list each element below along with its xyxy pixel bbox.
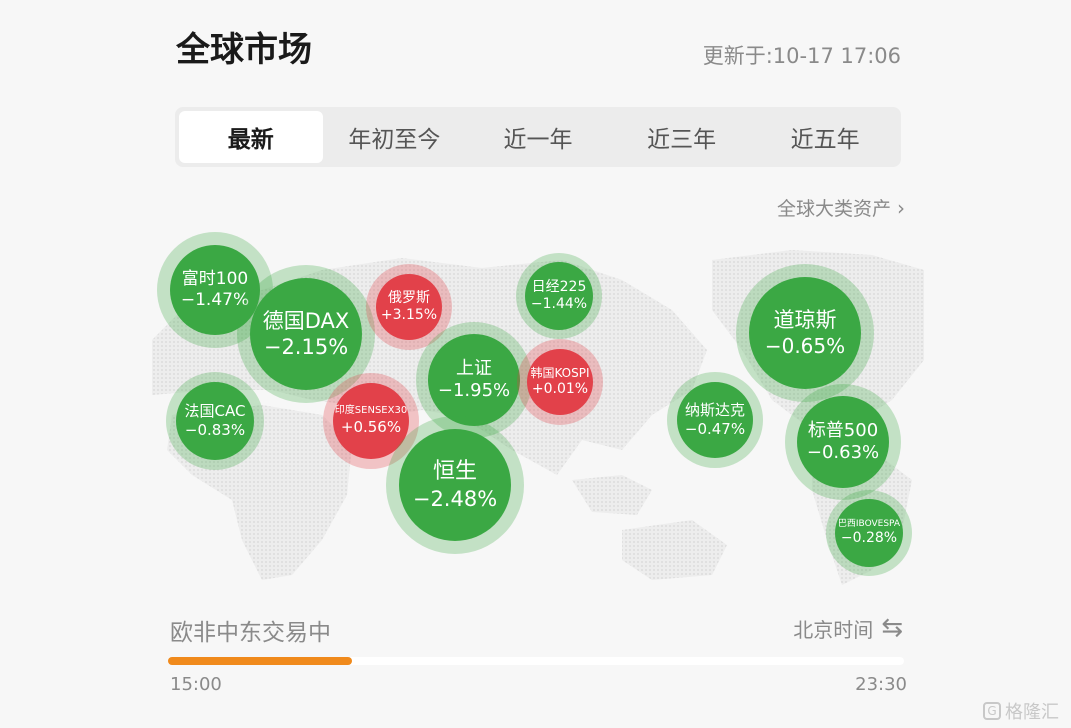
- market-name: 日经225: [531, 278, 587, 295]
- global-assets-label: 全球大类资产: [776, 198, 891, 220]
- market-name: 法国CAC: [184, 402, 246, 421]
- session-start-time: 15:00: [170, 674, 222, 695]
- market-bubble-nasdaq[interactable]: 纳斯达克 −0.47%: [667, 372, 763, 468]
- market-change: +0.01%: [531, 380, 589, 397]
- market-bubble-sp500[interactable]: 标普500 −0.63%: [785, 384, 901, 500]
- market-bubble-dax[interactable]: 德国DAX −2.15%: [237, 265, 375, 403]
- market-bubble-ftse100[interactable]: 富时100 −1.47%: [157, 232, 273, 348]
- global-assets-link[interactable]: 全球大类资产 ›: [777, 194, 905, 221]
- market-name: 纳斯达克: [684, 401, 745, 420]
- market-name: 印度SENSEX30: [334, 405, 408, 417]
- market-bubble-hangseng[interactable]: 恒生 −2.48%: [386, 416, 524, 554]
- session-end-time: 23:30: [855, 674, 907, 695]
- market-name: 德国DAX: [262, 308, 350, 333]
- market-bubble-dowjones[interactable]: 道琼斯 −0.65%: [736, 264, 874, 402]
- market-bubble-shanghai[interactable]: 上证 −1.95%: [416, 322, 532, 438]
- market-name: 恒生: [432, 459, 477, 485]
- market-change: −0.28%: [840, 529, 898, 546]
- market-bubble-ibovespa[interactable]: 巴西IBOVESPA −0.28%: [826, 490, 912, 576]
- market-name: 道琼斯: [773, 308, 837, 333]
- update-timestamp: 更新于:10-17 17:06: [702, 44, 901, 68]
- tab-5y[interactable]: 近五年: [790, 127, 860, 153]
- market-bubble-kospi[interactable]: 韩国KOSPI +0.01%: [517, 339, 603, 425]
- trading-session-status: 欧非中东交易中: [170, 620, 331, 646]
- swap-arrows-icon: ⇆: [881, 613, 903, 643]
- tab-3y[interactable]: 近三年: [647, 127, 717, 153]
- session-progress-bar: [168, 657, 904, 665]
- watermark-text: 格隆汇: [1005, 702, 1059, 723]
- watermark: G 格隆汇: [983, 698, 1059, 724]
- market-change: +0.56%: [340, 417, 402, 436]
- market-bubble-nikkei225[interactable]: 日经225 −1.44%: [516, 253, 602, 339]
- market-change: −0.83%: [184, 421, 246, 439]
- tab-1y[interactable]: 近一年: [503, 127, 573, 153]
- market-name: 富时100: [181, 268, 249, 289]
- market-bubble-russia[interactable]: 俄罗斯 +3.15%: [366, 264, 452, 350]
- market-change: −0.63%: [806, 442, 880, 463]
- market-name: 俄罗斯: [388, 289, 430, 306]
- market-name: 韩国KOSPI: [530, 365, 590, 380]
- market-change: −2.15%: [263, 335, 349, 359]
- tab-latest[interactable]: 最新: [179, 111, 323, 163]
- market-change: +3.15%: [380, 307, 438, 323]
- market-change: −2.48%: [412, 486, 498, 511]
- tab-ytd[interactable]: 年初至今: [348, 127, 441, 153]
- market-change: −1.95%: [437, 380, 511, 401]
- period-tabs: 最新 年初至今 近一年 近三年 近五年: [175, 107, 901, 167]
- market-change: −0.65%: [764, 333, 846, 358]
- timezone-toggle[interactable]: 北京时间 ⇆: [793, 613, 903, 643]
- session-progress-fill: [168, 657, 352, 665]
- market-bubble-cac[interactable]: 法国CAC −0.83%: [166, 372, 264, 470]
- market-change: −1.44%: [530, 296, 588, 312]
- chevron-right-icon: ›: [897, 195, 905, 220]
- market-name: 巴西IBOVESPA: [837, 518, 901, 529]
- timezone-label: 北京时间: [793, 617, 874, 642]
- market-name: 标普500: [807, 419, 879, 441]
- market-bubble-sensex30[interactable]: 印度SENSEX30 +0.56%: [323, 373, 419, 469]
- market-name: 上证: [456, 357, 492, 379]
- market-change: −0.47%: [684, 420, 746, 438]
- page-title: 全球市场: [176, 30, 312, 70]
- watermark-logo-icon: G: [983, 702, 1001, 720]
- market-change: −1.47%: [180, 290, 250, 310]
